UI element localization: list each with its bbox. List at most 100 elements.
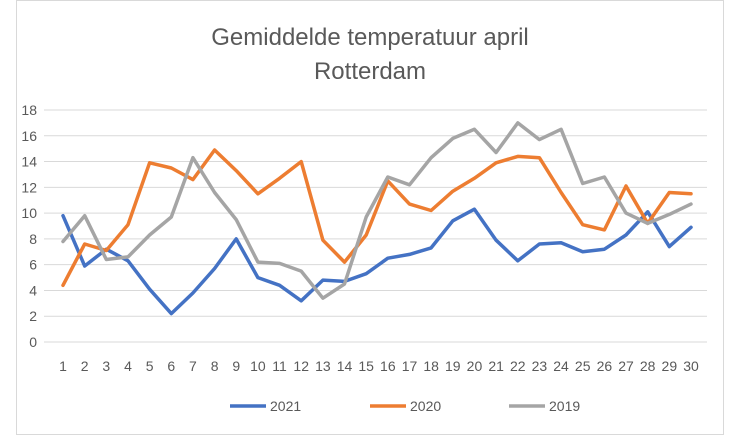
data-point-2020 — [148, 161, 152, 165]
data-point-2021 — [278, 283, 282, 287]
y-tick-label: 16 — [21, 128, 37, 144]
data-point-2021 — [472, 207, 476, 211]
data-point-2019 — [299, 269, 303, 273]
data-point-2020 — [126, 223, 130, 227]
data-point-2021 — [169, 312, 173, 316]
data-point-2021 — [364, 272, 368, 276]
series-line-2020[interactable] — [61, 148, 693, 288]
x-tick-label: 14 — [337, 358, 353, 374]
x-tick-label: 7 — [189, 358, 197, 374]
data-point-2020 — [689, 192, 693, 196]
data-point-2020 — [234, 169, 238, 173]
data-point-2021 — [234, 237, 238, 241]
data-point-2021 — [559, 241, 563, 245]
data-point-2021 — [451, 219, 455, 223]
x-tick-label: 23 — [532, 358, 548, 374]
data-point-2020 — [343, 260, 347, 264]
data-point-2020 — [472, 176, 476, 180]
y-tick-label: 18 — [21, 102, 37, 118]
legend-item-2019[interactable]: 2019 — [509, 398, 580, 414]
data-point-2019 — [169, 215, 173, 219]
x-tick-label: 3 — [102, 358, 110, 374]
data-point-2021 — [321, 278, 325, 282]
data-point-2021 — [689, 225, 693, 229]
data-point-2019 — [451, 136, 455, 140]
data-point-2021 — [407, 252, 411, 256]
legend-label: 2020 — [410, 398, 441, 414]
data-point-2020 — [581, 223, 585, 227]
data-point-2020 — [451, 189, 455, 193]
data-point-2019 — [104, 258, 108, 262]
data-point-2021 — [148, 287, 152, 291]
x-tick-label: 2 — [81, 358, 89, 374]
data-point-2021 — [256, 276, 260, 280]
series-line-2019[interactable] — [61, 121, 693, 300]
data-point-2021 — [191, 291, 195, 295]
y-tick-label: 14 — [21, 154, 37, 170]
data-point-2020 — [83, 242, 87, 246]
data-point-2019 — [278, 261, 282, 265]
data-point-2021 — [602, 247, 606, 251]
data-point-2019 — [321, 296, 325, 300]
data-point-2021 — [83, 264, 87, 268]
chart-svg: Gemiddelde temperatuur april Rotterdam 0… — [21, 24, 707, 414]
data-point-2020 — [602, 228, 606, 232]
data-point-2019 — [61, 239, 65, 243]
chart-title-line-2: Rotterdam — [314, 58, 426, 85]
x-tick-label: 22 — [510, 358, 526, 374]
data-point-2019 — [581, 181, 585, 185]
data-point-2019 — [429, 156, 433, 160]
data-point-2020 — [537, 156, 541, 160]
data-point-2019 — [386, 175, 390, 179]
x-tick-label: 26 — [597, 358, 613, 374]
data-point-2019 — [472, 127, 476, 131]
data-point-2021 — [213, 267, 217, 271]
x-tick-label: 15 — [358, 358, 374, 374]
data-point-2020 — [61, 283, 65, 287]
data-point-2021 — [126, 259, 130, 263]
x-tick-label: 20 — [467, 358, 483, 374]
data-point-2019 — [83, 214, 87, 218]
x-tick-label: 12 — [293, 358, 309, 374]
data-point-2019 — [516, 121, 520, 125]
data-point-2020 — [624, 184, 628, 188]
x-tick-label: 24 — [553, 358, 569, 374]
data-point-2019 — [213, 190, 217, 194]
x-tick-label: 13 — [315, 358, 331, 374]
data-point-2019 — [646, 221, 650, 225]
data-point-2019 — [191, 156, 195, 160]
data-point-2019 — [537, 138, 541, 142]
data-point-2020 — [559, 190, 563, 194]
data-point-2021 — [646, 210, 650, 214]
data-point-2020 — [191, 178, 195, 182]
data-point-2019 — [624, 211, 628, 215]
x-tick-label: 21 — [488, 358, 504, 374]
x-tick-label: 9 — [232, 358, 240, 374]
x-tick-label: 1 — [59, 358, 67, 374]
series-line-2021[interactable] — [61, 207, 693, 316]
line-chart[interactable]: Gemiddelde temperatuur april Rotterdam 0… — [16, 0, 724, 435]
x-tick-label: 29 — [662, 358, 678, 374]
data-point-2020 — [516, 154, 520, 158]
data-point-2021 — [494, 238, 498, 242]
data-point-2020 — [169, 166, 173, 170]
x-tick-label: 18 — [423, 358, 439, 374]
data-point-2019 — [148, 233, 152, 237]
legend-item-2021[interactable]: 2021 — [230, 398, 301, 414]
data-point-2021 — [667, 245, 671, 249]
data-point-2021 — [537, 242, 541, 246]
data-point-2021 — [429, 246, 433, 250]
x-tick-label: 30 — [683, 358, 699, 374]
x-tick-label: 28 — [640, 358, 656, 374]
x-tick-label: 5 — [146, 358, 154, 374]
data-point-2019 — [559, 127, 563, 131]
data-point-2019 — [494, 151, 498, 155]
data-point-2019 — [602, 175, 606, 179]
x-tick-label: 4 — [124, 358, 132, 374]
x-tick-label: 27 — [618, 358, 634, 374]
x-tick-label: 19 — [445, 358, 461, 374]
x-tick-label: 10 — [250, 358, 266, 374]
data-point-2021 — [624, 233, 628, 237]
legend-item-2020[interactable]: 2020 — [370, 398, 441, 414]
